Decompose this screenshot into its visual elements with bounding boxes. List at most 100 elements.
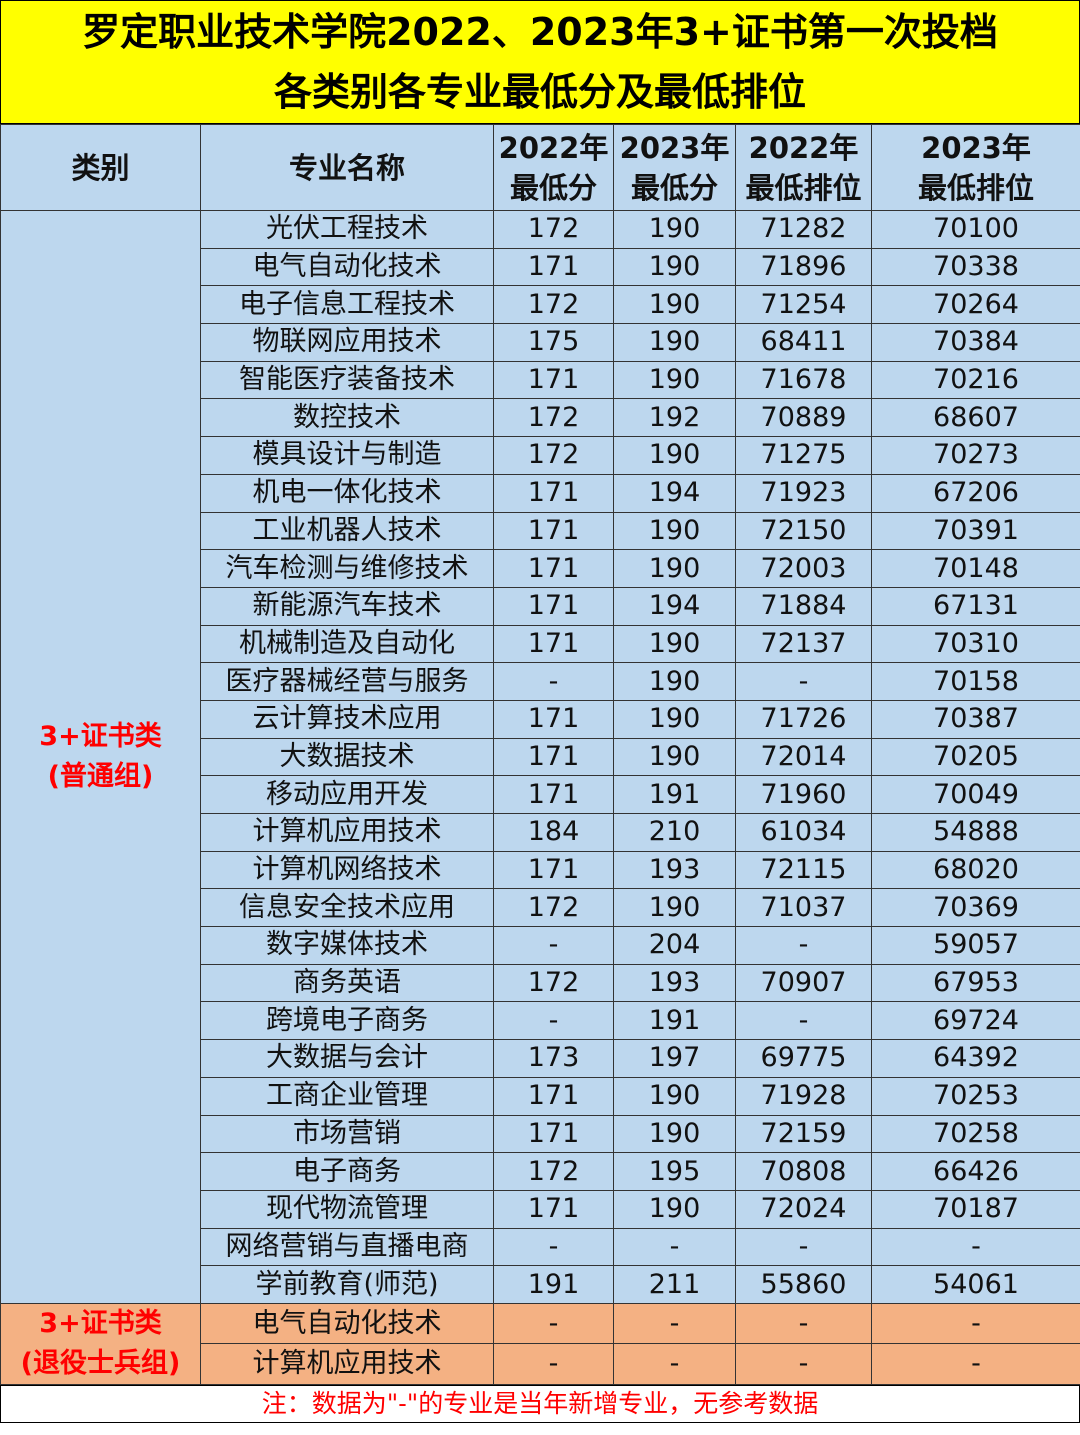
rank-2023-cell: 68020 — [871, 850, 1080, 890]
rank-2022-cell: - — [735, 1001, 872, 1041]
score-2022-cell: 171 — [493, 1189, 614, 1229]
rank-2022-cell: 70808 — [735, 1152, 872, 1191]
major-cell: 医疗器械经营与服务 — [200, 662, 494, 701]
score-2023-cell: 190 — [613, 247, 736, 287]
rank-2023-cell: - — [871, 1343, 1080, 1385]
score-2022-cell: 171 — [493, 360, 614, 400]
rank-2022-cell: - — [735, 662, 872, 701]
table-row: 工商企业管理 171 190 71928 70253 — [1, 1076, 1080, 1116]
title-line-1: 罗定职业技术学院2022、2023年3+证书第一次投档 — [82, 10, 998, 54]
major-cell: 模具设计与制造 — [200, 436, 494, 475]
score-2023-cell: 190 — [613, 662, 736, 701]
title-line-2: 各类别各专业最低分及最低排位 — [273, 70, 806, 114]
score-2022-cell: 171 — [493, 511, 614, 551]
score-2023-cell: 204 — [613, 926, 736, 965]
rank-2022-cell: 70889 — [735, 398, 872, 438]
header-score-2022: 2022年 最低分 — [493, 124, 614, 211]
rank-2022-cell: - — [735, 1343, 872, 1385]
header-line: 最低排位 — [917, 170, 1034, 205]
table-row: 跨境电子商务 -191-69724 — [1, 1001, 1080, 1041]
major-cell: 市场营销 — [200, 1114, 494, 1154]
rank-2022-cell: 71923 — [735, 473, 872, 513]
score-2023-cell: 190 — [613, 360, 736, 400]
major-cell: 新能源汽车技术 — [200, 586, 494, 626]
category-cell: 3+证书类 (退役士兵组) — [0, 1302, 201, 1385]
table-row: 大数据与会计 173 197 69775 64392 — [1, 1039, 1080, 1078]
rank-2023-cell: 70205 — [871, 737, 1080, 777]
score-2023-cell: - — [613, 1227, 736, 1267]
rank-2023-cell: - — [871, 1227, 1080, 1267]
rank-2022-cell: - — [735, 1302, 872, 1345]
rank-2022-cell: - — [735, 1227, 872, 1267]
rank-2022-cell: - — [735, 926, 872, 965]
score-2023-cell: 190 — [613, 699, 736, 739]
major-cell: 移动应用开发 — [200, 775, 494, 814]
score-2022-cell: 173 — [493, 1039, 614, 1078]
table-row: 商务英语 172 193 70907 67953 — [1, 963, 1080, 1003]
rank-2023-cell: 67206 — [871, 473, 1080, 513]
score-2023-cell: 194 — [613, 586, 736, 626]
rank-2023-cell: 70338 — [871, 247, 1080, 287]
major-cell: 电子信息工程技术 — [200, 285, 494, 325]
table-row: 医疗器械经营与服务 -190-70158 — [1, 662, 1080, 701]
table-row: 电气自动化技术 171 190 71896 70338 — [1, 247, 1080, 287]
score-2022-cell: 171 — [493, 1114, 614, 1154]
table-row: 汽车检测与维修技术 171 190 72003 70148 — [1, 549, 1080, 588]
rank-2023-cell: 54888 — [871, 813, 1080, 852]
rank-2023-cell: 70273 — [871, 436, 1080, 475]
rank-2023-cell: 70049 — [871, 775, 1080, 814]
table-row: 市场营销 171 190 72159 70258 — [1, 1114, 1080, 1154]
header-category: 类别 — [0, 124, 201, 211]
score-2022-cell: 172 — [493, 436, 614, 475]
rank-2023-cell: 70148 — [871, 549, 1080, 588]
score-2023-cell: 190 — [613, 1076, 736, 1116]
rank-2022-cell: 69775 — [735, 1039, 872, 1078]
page-title: 罗定职业技术学院2022、2023年3+证书第一次投档 各类别各专业最低分及最低… — [0, 0, 1080, 124]
table-row: 学前教育(师范) 191 211 55860 54061 — [1, 1265, 1080, 1304]
table-row: 3+证书类 (退役士兵组) 电气自动化技术 - - - - — [0, 1302, 1080, 1385]
rank-2022-cell: 72024 — [735, 1189, 872, 1229]
score-2022-cell: 191 — [493, 1265, 614, 1304]
major-cell: 云计算技术应用 — [200, 699, 494, 739]
table-row: 数字媒体技术 -204-59057 — [1, 926, 1080, 965]
rank-2022-cell: 71254 — [735, 285, 872, 325]
major-cell: 信息安全技术应用 — [200, 888, 494, 928]
table-row: 移动应用开发 171 191 71960 70049 — [1, 775, 1080, 814]
score-2022-cell: - — [493, 926, 614, 965]
header-line: 2023年 — [921, 130, 1031, 165]
score-2022-cell: - — [493, 1227, 614, 1267]
major-cell: 大数据技术 — [200, 737, 494, 777]
score-2023-cell: 190 — [613, 511, 736, 551]
score-2022-cell: 171 — [493, 549, 614, 588]
rank-2023-cell: 70369 — [871, 888, 1080, 928]
category-line: 3+证书类 — [39, 720, 162, 752]
table-row: 智能医疗装备技术 171 190 71678 70216 — [1, 360, 1080, 400]
major-cell: 机械制造及自动化 — [200, 624, 494, 664]
score-2022-cell: 171 — [493, 473, 614, 513]
rank-2022-cell: 61034 — [735, 813, 872, 852]
score-2022-cell: - — [493, 662, 614, 701]
score-2022-cell: 171 — [493, 624, 614, 664]
score-2023-cell: 190 — [613, 210, 736, 249]
table-row: 工业机器人技术 171 190 72150 70391 — [1, 511, 1080, 551]
score-2022-cell: 171 — [493, 586, 614, 626]
score-2023-cell: 190 — [613, 436, 736, 475]
header-rank-2022: 2022年 最低排位 — [735, 124, 872, 211]
score-2023-cell: 210 — [613, 813, 736, 852]
footnote: 注：数据为"-"的专业是当年新增专业，无参考数据 — [0, 1384, 1080, 1423]
header-line: 2022年 — [748, 130, 859, 165]
rank-2023-cell: 59057 — [871, 926, 1080, 965]
score-2023-cell: - — [613, 1302, 736, 1345]
rank-2023-cell: 70253 — [871, 1076, 1080, 1116]
major-cell: 现代物流管理 — [200, 1189, 494, 1229]
rank-2022-cell: 71928 — [735, 1076, 872, 1116]
score-2022-cell: 172 — [493, 398, 614, 438]
score-2023-cell: 190 — [613, 888, 736, 928]
rank-2023-cell: 68607 — [871, 398, 1080, 438]
table-row: 网络营销与直播电商 - - - - — [1, 1227, 1080, 1267]
score-2023-cell: 190 — [613, 323, 736, 362]
score-2023-cell: 211 — [613, 1265, 736, 1304]
score-2023-cell: 194 — [613, 473, 736, 513]
category-line: (退役士兵组) — [20, 1347, 181, 1379]
header-line: 最低分 — [509, 170, 597, 205]
